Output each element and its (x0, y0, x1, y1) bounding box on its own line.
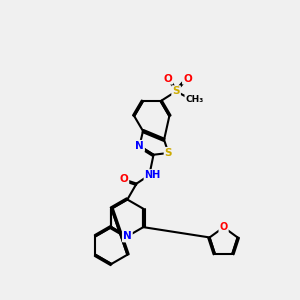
Text: O: O (163, 74, 172, 84)
Text: S: S (172, 86, 180, 96)
Text: CH₃: CH₃ (185, 95, 204, 104)
Text: O: O (119, 174, 128, 184)
Text: O: O (183, 74, 192, 84)
Text: O: O (220, 222, 228, 232)
Text: NH: NH (145, 170, 161, 180)
Text: S: S (165, 148, 172, 158)
Text: N: N (123, 231, 132, 241)
Text: N: N (135, 141, 144, 151)
